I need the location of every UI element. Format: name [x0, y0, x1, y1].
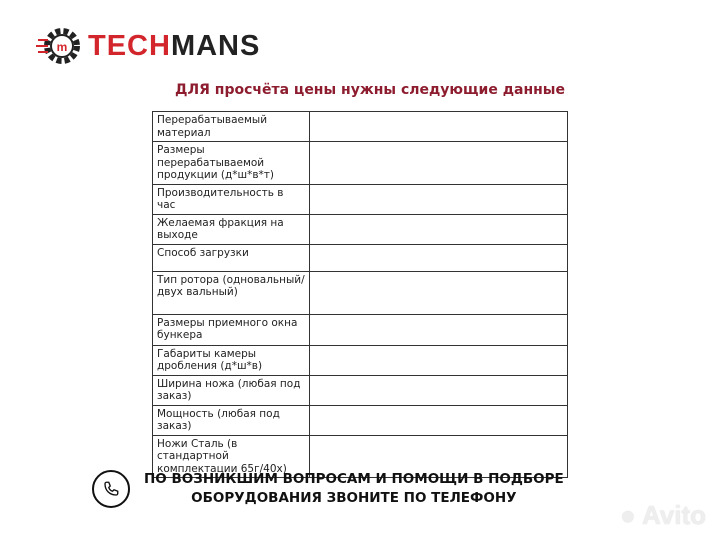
footer-line-2: ОБОРУДОВАНИЯ ЗВОНИТЕ ПО ТЕЛЕФОНУ [191, 490, 517, 506]
row-label: Способ загрузки [152, 243, 310, 272]
footer-line-1: ПО ВОЗНИКШИМ ВОПРОСАМ И ПОМОЩИ В ПОДБОРЕ [144, 471, 564, 487]
page-title: ДЛЯ просчёта цены нужны следующие данные [175, 82, 565, 98]
row-value-cell[interactable] [309, 313, 568, 346]
table-row: Тип ротора (одновальный/двух вальный) [152, 270, 568, 315]
row-value-cell[interactable] [309, 270, 568, 315]
row-value-cell[interactable] [309, 374, 568, 406]
row-value-cell[interactable] [309, 243, 568, 272]
row-label: Габариты камеры дробления (д*ш*в) [152, 344, 310, 376]
row-label: Размеры приемного окна бункера [152, 313, 310, 346]
row-label: Ширина ножа (любая под заказ) [152, 374, 310, 406]
table-row: Ножи Сталь (в стандартной комплектации 6… [152, 434, 568, 478]
row-value-cell[interactable] [309, 404, 568, 436]
row-value-cell[interactable] [309, 344, 568, 376]
avito-watermark: ● Avito [620, 500, 706, 530]
table-row: Желаемая фракция на выходе [152, 213, 568, 245]
logo-text-mans: MANS [170, 29, 261, 62]
table-row: Габариты камеры дробления (д*ш*в) [152, 344, 568, 376]
row-label: Производительность в час [152, 183, 310, 215]
row-label: Желаемая фракция на выходе [152, 213, 310, 245]
row-value-cell[interactable] [309, 141, 568, 185]
phone-icon [92, 470, 130, 508]
row-value-cell[interactable] [309, 434, 568, 478]
row-value-cell[interactable] [309, 213, 568, 245]
row-value-cell[interactable] [309, 111, 568, 142]
techmans-logo: m TECHMANS [36, 24, 260, 68]
row-label: Ножи Сталь (в стандартной комплектации 6… [152, 434, 310, 478]
svg-text:m: m [57, 40, 68, 54]
row-label: Тип ротора (одновальный/двух вальный) [152, 270, 310, 315]
row-label: Размеры перерабатываемой продукции (д*ш*… [152, 141, 310, 185]
logo-text-tech: TECH [88, 29, 171, 62]
table-row: Размеры приемного окна бункера [152, 313, 568, 346]
table-row: Мощность (любая под заказ) [152, 404, 568, 436]
row-label: Мощность (любая под заказ) [152, 404, 310, 436]
requirements-table: Перерабатываемый материал Размеры перераб… [152, 111, 568, 478]
gear-logo-icon: m [36, 28, 80, 64]
row-label: Перерабатываемый материал [152, 111, 310, 142]
table-row: Способ загрузки [152, 243, 568, 272]
row-value-cell[interactable] [309, 183, 568, 215]
contact-footer: ПО ВОЗНИКШИМ ВОПРОСАМ И ПОМОЩИ В ПОДБОРЕ… [92, 470, 564, 508]
table-row: Ширина ножа (любая под заказ) [152, 374, 568, 406]
table-row: Перерабатываемый материал [152, 111, 568, 142]
table-row: Производительность в час [152, 183, 568, 215]
table-row: Размеры перерабатываемой продукции (д*ш*… [152, 141, 568, 185]
